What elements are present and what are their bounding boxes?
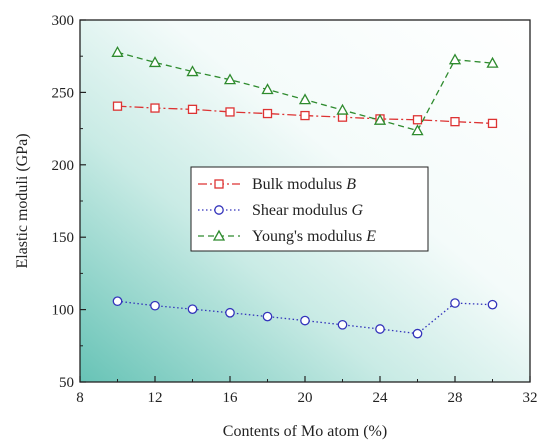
data-point-circle bbox=[487, 299, 498, 310]
data-point-triangle bbox=[261, 83, 274, 95]
data-point-circle bbox=[187, 304, 198, 315]
data-point-square bbox=[450, 116, 460, 127]
legend-symbol-circle: G bbox=[352, 202, 364, 219]
legend-marker-square bbox=[214, 179, 224, 189]
data-point-circle bbox=[262, 311, 273, 322]
data-point-square bbox=[187, 104, 198, 114]
data-point-square bbox=[150, 103, 160, 113]
data-point-triangle bbox=[448, 53, 462, 65]
series-layer bbox=[111, 45, 499, 339]
data-point-circle bbox=[450, 298, 460, 308]
y-tick-label: 50 bbox=[59, 375, 74, 391]
ticks-layer: 8 12 16 20 24 28 32 50 100 150 200 250 300 bbox=[52, 13, 538, 406]
data-point-square bbox=[225, 107, 235, 117]
data-point-triangle bbox=[223, 73, 237, 85]
data-point-circle bbox=[375, 324, 385, 334]
legend-symbol-triangle: E bbox=[365, 228, 376, 245]
data-point-circle bbox=[225, 307, 235, 318]
legend-label-square: Bulk modulus B bbox=[252, 176, 356, 193]
y-tick-label: 300 bbox=[52, 13, 75, 29]
x-tick-label: 20 bbox=[298, 390, 313, 406]
data-point-triangle bbox=[186, 65, 199, 77]
data-point-square bbox=[487, 118, 498, 129]
legend: Bulk modulus B Shear modulus G Young's mod… bbox=[190, 166, 429, 252]
data-point-circle bbox=[412, 328, 423, 339]
legend-label-circle: Shear modulus G bbox=[252, 202, 364, 219]
y-axis-title: Elastic moduli (GPa) bbox=[14, 133, 31, 268]
data-point-square bbox=[300, 110, 310, 121]
data-point-triangle bbox=[336, 103, 349, 115]
y-tick-label: 250 bbox=[52, 85, 75, 101]
data-point-triangle bbox=[486, 56, 499, 68]
legend-label-triangle: Young's modulus E bbox=[252, 228, 376, 245]
y-tick-label: 100 bbox=[52, 303, 75, 319]
data-point-triangle bbox=[298, 93, 312, 105]
x-tick-label: 16 bbox=[223, 390, 239, 406]
legend-items: Bulk modulus B Shear modulus G Young's mod… bbox=[198, 176, 376, 245]
data-point-triangle bbox=[111, 45, 124, 57]
legend-symbol-square: B bbox=[346, 176, 356, 193]
data-point-circle bbox=[300, 315, 310, 326]
data-point-square bbox=[262, 108, 273, 119]
data-point-circle bbox=[337, 319, 348, 330]
x-tick-label: 32 bbox=[523, 390, 538, 406]
data-point-square bbox=[412, 115, 423, 125]
legend-marker-triangle bbox=[212, 229, 226, 241]
x-tick-label: 28 bbox=[448, 390, 463, 406]
data-point-triangle bbox=[148, 56, 162, 68]
x-tick-label: 8 bbox=[76, 390, 84, 406]
data-point-square bbox=[112, 101, 123, 111]
y-tick-label: 150 bbox=[52, 230, 75, 246]
data-point-circle bbox=[112, 296, 123, 307]
x-tick-label: 24 bbox=[373, 390, 389, 406]
x-axis-title: Contents of Mo atom (%) bbox=[223, 423, 387, 440]
data-point-triangle bbox=[373, 113, 387, 125]
data-point-circle bbox=[150, 300, 160, 311]
y-tick-label: 200 bbox=[52, 158, 75, 174]
data-point-triangle bbox=[411, 124, 424, 136]
x-tick-label: 12 bbox=[148, 390, 163, 406]
legend-marker-circle bbox=[214, 205, 224, 215]
legend-box bbox=[190, 166, 429, 252]
